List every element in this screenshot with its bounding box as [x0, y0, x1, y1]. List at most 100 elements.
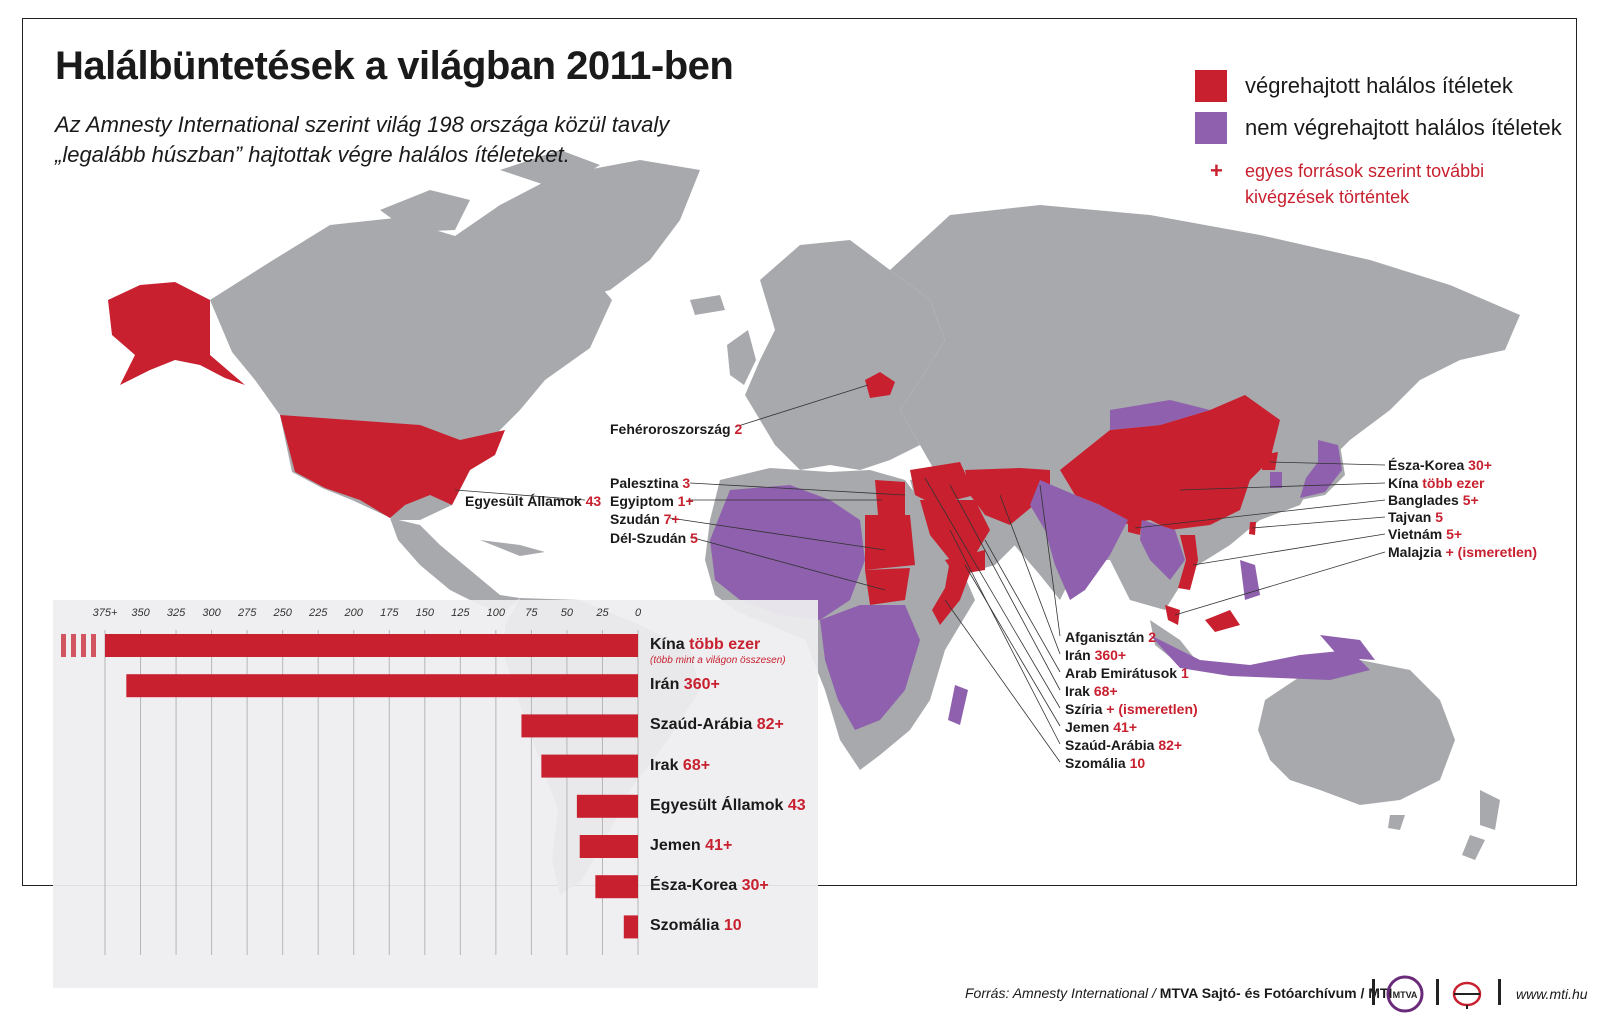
- label-afghanistan: Afganisztán 2: [1065, 629, 1157, 645]
- label-sudan: Szudán 7+: [610, 511, 680, 527]
- label-palestine: Palesztina 3: [610, 475, 691, 491]
- bar-value-label: 30+: [741, 877, 769, 895]
- bar: [521, 714, 638, 738]
- label-belarus: Fehéroroszország 2: [610, 421, 743, 437]
- land-tasmania: [1388, 815, 1405, 830]
- bar: [623, 915, 638, 939]
- label-south-sudan: Dél-Szudán 5: [610, 530, 698, 546]
- mtva-logo-ring: [1386, 975, 1424, 1013]
- bar-label: Irán 360+: [650, 676, 720, 694]
- bar-category: Irán: [650, 676, 680, 694]
- bar-value-label: 68+: [682, 756, 711, 774]
- country-china: [1060, 395, 1280, 530]
- country-belarus: [865, 372, 895, 398]
- bar-category: Kína: [650, 636, 685, 653]
- bar: [105, 634, 638, 657]
- country-alaska: [108, 282, 245, 385]
- country-iran: [965, 468, 1040, 525]
- label-egypt: Egyiptom 1+: [610, 493, 694, 509]
- country-usa: [280, 415, 505, 518]
- region-indonesia: [1150, 635, 1370, 680]
- label-yemen: Jemen 41+: [1065, 719, 1137, 735]
- x-tick-label: 150: [416, 607, 435, 619]
- mtva-logo-text: MTVA: [1393, 990, 1418, 1000]
- label-bangladesh: Banglades 5+: [1388, 492, 1479, 508]
- x-tick-label: 0: [635, 607, 642, 619]
- bar-label: Jemen 41+: [650, 837, 732, 855]
- mti-logo-icon: [1452, 981, 1482, 1009]
- label-china: Kína több ezer: [1388, 475, 1485, 491]
- region-africa-west: [710, 485, 865, 620]
- land-arctic-islands: [380, 150, 600, 232]
- x-tick-label: 375+: [93, 607, 118, 619]
- bar-break-stripe: [91, 634, 96, 657]
- x-tick-label: 100: [487, 607, 506, 619]
- bar-label: Egyesült Államok 43: [650, 797, 806, 815]
- bar-chart: 375+ 350 325 300 275 250 225 200 175 150 125 100 75 5…: [61, 607, 642, 955]
- mtva-logo-icon: MTVA: [1386, 975, 1424, 1013]
- x-tick-label: 250: [272, 607, 292, 619]
- label-somalia: Szomália 10: [1065, 755, 1146, 771]
- page-title: Halálbüntetések a világban 2011-ben: [55, 44, 734, 88]
- land-caribbean: [480, 540, 545, 556]
- bar-value-label: 82+: [756, 716, 784, 734]
- footer-separator: [1372, 979, 1375, 1005]
- country-vietnam: [1178, 535, 1198, 590]
- bar: [126, 674, 638, 698]
- x-tick-label: 225: [308, 607, 328, 619]
- label-usa: Egyesült Államok 43: [465, 493, 602, 509]
- bar-label: Észa-Korea 30+: [650, 877, 769, 895]
- bar-value-label: több ezer: [689, 636, 761, 653]
- land-iceland: [690, 295, 725, 315]
- website-link[interactable]: www.mti.hu: [1516, 986, 1588, 1002]
- bar-label: Irak 68+: [650, 757, 710, 775]
- country-somalia: [932, 560, 975, 625]
- legend-label-not-executed: nem végrehajtott halálos ítéletek: [1245, 115, 1562, 140]
- country-syria-iraq: [910, 462, 975, 505]
- x-tick-label: 25: [595, 607, 609, 619]
- bar-label: Kína több ezer: [650, 636, 760, 654]
- bar: [595, 875, 638, 899]
- label-saudi: Szaúd-Arábia 82+: [1065, 737, 1183, 753]
- bar-category: Irak: [650, 756, 679, 774]
- region-south-korea: [1270, 472, 1282, 488]
- page-subtitle: Az Amnesty International szerint világ 1…: [55, 112, 670, 167]
- region-india: [1030, 480, 1128, 600]
- bar-value-label: 41+: [705, 837, 733, 854]
- country-south-sudan: [865, 568, 910, 605]
- legend-item-executed: végrehajtott halálos ítéletek: [1195, 70, 1513, 102]
- region-mongolia: [1110, 400, 1210, 430]
- bar: [579, 835, 638, 858]
- bar: [541, 754, 638, 778]
- bar-break-stripe: [81, 634, 86, 657]
- footer-separator: [1436, 979, 1439, 1005]
- label-taiwan: Tajvan 5: [1388, 509, 1443, 525]
- footer-source-prefix: Forrás: Amnesty International /: [965, 985, 1160, 1001]
- bar-category: Egyesült Államok: [650, 796, 784, 814]
- bar-label: Szomália 10: [650, 917, 742, 935]
- legend-plus-icon: +: [1210, 158, 1223, 183]
- country-bangladesh: [1128, 520, 1142, 535]
- label-iraq: Irak 68+: [1065, 683, 1118, 699]
- bar-note: (több mint a világon összesen): [650, 655, 786, 666]
- x-tick-label: 350: [131, 607, 150, 619]
- map-leader-lines: [454, 384, 1386, 763]
- x-tick-label: 200: [344, 607, 364, 619]
- country-malaysia: [1165, 605, 1240, 632]
- bar-value-label: 43: [787, 796, 806, 814]
- country-yemen: [945, 550, 985, 575]
- footer-separator: [1498, 979, 1501, 1005]
- bar-chart-panel: 375+ 350 325 300 275 250 225 200 175 150 125 100 75 5…: [53, 600, 818, 988]
- x-tick-label: 300: [202, 607, 221, 619]
- x-tick-label: 325: [167, 607, 186, 619]
- region-papua: [1320, 635, 1375, 660]
- country-sudan: [865, 515, 915, 570]
- label-north-korea: Észa-Korea 30+: [1388, 457, 1492, 473]
- bar-category: Észa-Korea: [650, 877, 738, 895]
- region-se-asia: [1140, 520, 1185, 580]
- x-tick-label: 275: [237, 607, 257, 619]
- legend-plus-note: egyes források szerint további kivégzése…: [1245, 161, 1485, 207]
- bar-value-label: 360+: [683, 676, 720, 694]
- label-iran: Irán 360+: [1065, 647, 1127, 663]
